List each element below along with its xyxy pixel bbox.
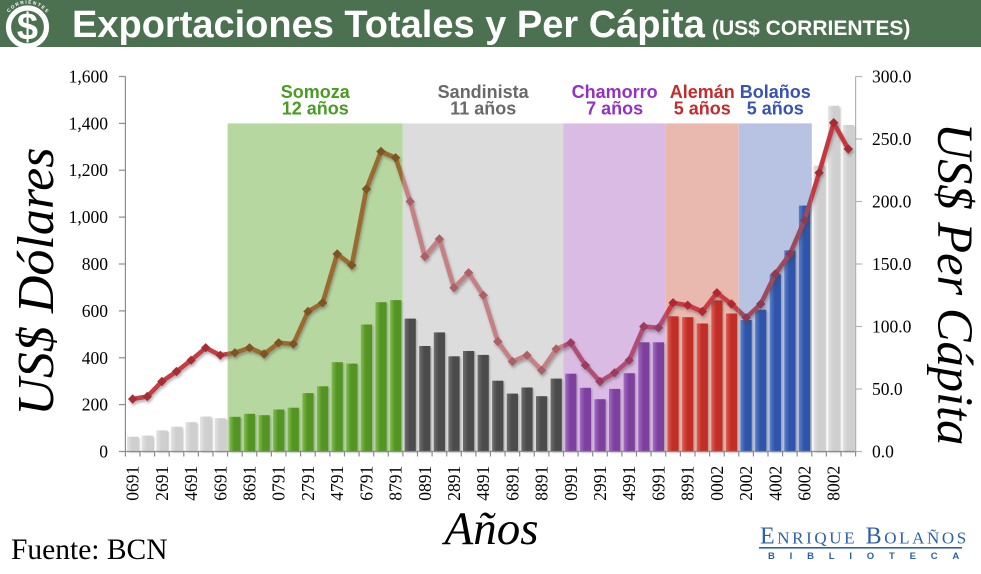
svg-text:Alemán: Alemán: [670, 82, 735, 102]
svg-text:8891: 8891: [532, 466, 552, 501]
svg-text:2691: 2691: [152, 466, 172, 501]
svg-text:800: 800: [82, 254, 109, 274]
svg-text:1,600: 1,600: [69, 67, 109, 87]
svg-text:2891: 2891: [444, 466, 464, 501]
svg-text:Exportaciones Totales y Per Cá: Exportaciones Totales y Per Cápita: [72, 4, 706, 46]
svg-text:Enrique Bolaños: Enrique Bolaños: [760, 524, 969, 550]
svg-text:US$ Per Cápita: US$ Per Cápita: [927, 123, 981, 446]
svg-text:12 años: 12 años: [282, 99, 349, 119]
svg-text:100.0: 100.0: [872, 317, 912, 337]
svg-text:Bolaños: Bolaños: [740, 82, 811, 102]
svg-text:BIBLIOTECA: BIBLIOTECA: [768, 551, 974, 562]
svg-text:50.0: 50.0: [872, 379, 903, 399]
svg-text:Años: Años: [442, 503, 539, 555]
svg-text:4791: 4791: [327, 466, 347, 501]
svg-text:0791: 0791: [269, 466, 289, 501]
svg-text:2991: 2991: [590, 466, 610, 501]
svg-text:6791: 6791: [356, 466, 376, 501]
svg-text:600: 600: [82, 301, 109, 321]
svg-text:1,000: 1,000: [69, 207, 109, 227]
svg-text:11 años: 11 años: [450, 99, 516, 119]
svg-text:Somoza: Somoza: [281, 82, 351, 102]
svg-text:400: 400: [82, 348, 109, 368]
svg-text:200: 200: [82, 395, 109, 415]
svg-text:6991: 6991: [648, 466, 668, 501]
svg-text:Chamorro: Chamorro: [572, 82, 658, 102]
svg-text:7 años: 7 años: [586, 99, 643, 119]
svg-text:8691: 8691: [240, 466, 260, 501]
svg-text:0891: 0891: [415, 466, 435, 501]
svg-text:(US$ CORRIENTES): (US$ CORRIENTES): [712, 17, 910, 40]
svg-text:0.0: 0.0: [872, 442, 894, 462]
svg-text:8991: 8991: [678, 466, 698, 501]
svg-text:0691: 0691: [123, 466, 143, 501]
svg-text:4002: 4002: [765, 466, 785, 501]
svg-text:300.0: 300.0: [872, 67, 912, 87]
svg-text:4691: 4691: [181, 466, 201, 501]
svg-text:8791: 8791: [386, 466, 406, 501]
svg-text:0002: 0002: [707, 466, 727, 501]
svg-text:2791: 2791: [298, 466, 318, 501]
svg-text:0991: 0991: [561, 466, 581, 501]
svg-text:5 años: 5 años: [747, 99, 804, 119]
svg-text:1,400: 1,400: [69, 113, 109, 133]
svg-text:Sandinista: Sandinista: [438, 82, 530, 102]
svg-text:Fuente: BCN: Fuente: BCN: [11, 534, 168, 566]
svg-text:250.0: 250.0: [872, 129, 912, 149]
svg-text:US$ Dólares: US$ Dólares: [8, 148, 65, 416]
svg-text:6891: 6891: [502, 466, 522, 501]
svg-text:4891: 4891: [473, 466, 493, 501]
svg-text:6002: 6002: [795, 466, 815, 501]
svg-text:8002: 8002: [824, 466, 844, 501]
svg-text:0: 0: [99, 442, 108, 462]
svg-text:150.0: 150.0: [872, 254, 912, 274]
svg-text:6691: 6691: [210, 466, 230, 501]
svg-text:1,200: 1,200: [69, 160, 109, 180]
svg-text:4991: 4991: [619, 466, 639, 501]
svg-text:5 años: 5 años: [674, 99, 731, 119]
svg-text:$: $: [17, 7, 38, 49]
svg-text:2002: 2002: [736, 466, 756, 501]
svg-text:200.0: 200.0: [872, 192, 912, 212]
